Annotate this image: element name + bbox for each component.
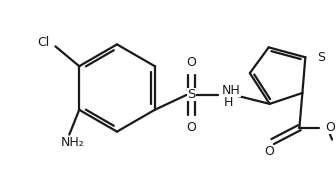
- Text: O: O: [186, 121, 196, 134]
- Text: NH: NH: [222, 85, 241, 98]
- Text: H: H: [223, 96, 233, 109]
- Text: Cl: Cl: [37, 36, 49, 49]
- Text: S: S: [187, 88, 196, 101]
- Text: O: O: [325, 121, 335, 134]
- Text: O: O: [186, 56, 196, 69]
- Text: O: O: [265, 145, 275, 158]
- Text: S: S: [317, 51, 325, 64]
- Text: NH₂: NH₂: [60, 136, 84, 149]
